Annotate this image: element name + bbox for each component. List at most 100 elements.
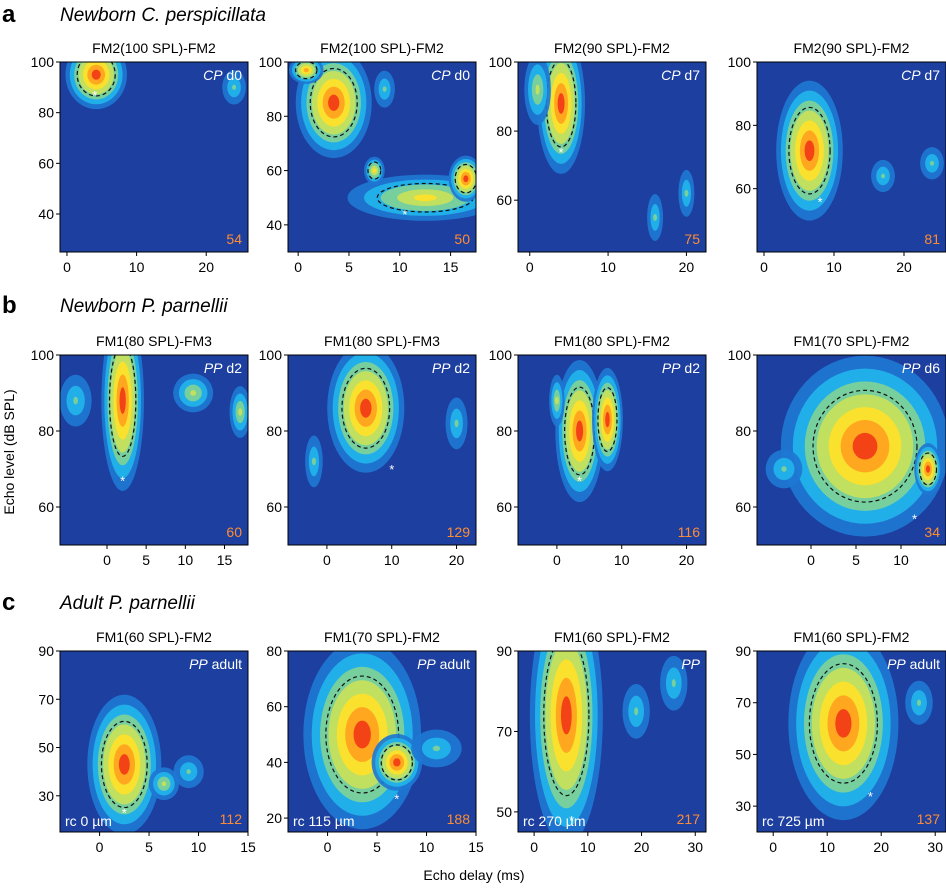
- heatmap-level-7: [576, 420, 584, 442]
- heatmap-level-3: [671, 679, 676, 688]
- x-tick-label: 5: [345, 259, 353, 275]
- x-tick-label: 15: [443, 259, 459, 275]
- x-tick-label: 10: [893, 552, 909, 568]
- heatmap: [305, 355, 468, 488]
- x-tick-label: 15: [217, 552, 233, 568]
- species-tag-age-value: adult: [910, 656, 940, 672]
- x-tick-label: 10: [826, 259, 842, 275]
- y-tick-label: 100: [489, 54, 513, 70]
- species-tag-name: CP: [431, 67, 451, 83]
- species-tag: PP: [681, 656, 700, 672]
- panel-title: FM2(90 SPL)-FM2: [794, 40, 910, 56]
- panel-5: FM1(80 SPL)-FM3 0 5 10 15 60 80 100 PP d2 60 *: [31, 333, 249, 568]
- y-tick-label: 20: [266, 810, 282, 826]
- y-tick-label: 70: [38, 691, 54, 707]
- y-tick-label: 80: [496, 423, 512, 439]
- x-tick-label: 20: [679, 259, 695, 275]
- x-tick-label: 0: [103, 552, 111, 568]
- contour-line: [812, 389, 918, 503]
- y-tick-label: 80: [735, 423, 751, 439]
- best-delay-marker: *: [559, 145, 564, 160]
- heatmap: [303, 651, 462, 830]
- panel-11: FM1(60 SPL)-FM2 0 10 20 30 50 70 90 PP 217 rc 270 …: [496, 629, 707, 855]
- heatmap-level-7: [557, 93, 565, 114]
- best-delay-marker: *: [912, 511, 917, 526]
- contour-line: [543, 651, 590, 797]
- x-tick-label: 10: [419, 839, 435, 855]
- species-tag-age-value: d2: [226, 360, 242, 376]
- y-tick-label: 90: [38, 643, 54, 659]
- x-tick-label: 20: [198, 259, 214, 275]
- heatmap-level-3: [311, 457, 316, 466]
- best-delay-marker: *: [577, 473, 582, 488]
- species-tag-name: CP: [901, 67, 921, 83]
- species-tag: PP d2: [204, 360, 242, 376]
- x-tick-label: 15: [468, 839, 484, 855]
- heatmap: [765, 355, 946, 537]
- contour-line: [454, 163, 476, 194]
- contour-line: [597, 387, 618, 453]
- x-tick-label: 20: [679, 552, 695, 568]
- panel-title: FM2(90 SPL)-FM2: [554, 40, 670, 56]
- panel-8: FM1(70 SPL)-FM2 0 5 10 60 80 100 PP d6 34 *: [728, 333, 946, 568]
- x-tick-label: 10: [819, 839, 835, 855]
- panel-1: FM2(100 SPL)-FM2 0 10 20 40 60 80 100 CP d0 54 *: [31, 40, 249, 275]
- species-tag: PP d2: [662, 360, 700, 376]
- panel-2: FM2(100 SPL)-FM2 0 5 10 15 40 60 80 100 CP d0 50 *: [259, 40, 477, 275]
- species-tag: CP d7: [661, 67, 700, 83]
- y-tick-label: 80: [735, 117, 751, 133]
- y-tick-label: 80: [266, 423, 282, 439]
- heatmap-level-3: [930, 160, 934, 166]
- heatmap-level-3: [454, 419, 459, 428]
- spike-count: 34: [924, 524, 940, 540]
- x-tick-label: 0: [324, 839, 332, 855]
- species-tag-name: CP: [203, 67, 223, 83]
- recording-depth: rc 0 µm: [65, 813, 112, 829]
- x-tick-label: 0: [530, 839, 538, 855]
- y-tick-label: 80: [496, 123, 512, 139]
- x-tick-label: 5: [142, 552, 150, 568]
- heatmap-level-7: [393, 758, 401, 767]
- best-delay-marker: *: [92, 88, 97, 103]
- spike-count: 188: [447, 811, 471, 827]
- y-tick-label: 60: [266, 699, 282, 715]
- heatmap: [65, 62, 246, 110]
- y-tick-label: 40: [266, 754, 282, 770]
- x-tick-label: 10: [614, 552, 630, 568]
- y-tick-label: 40: [266, 217, 282, 233]
- contour-line: [341, 367, 391, 449]
- best-delay-marker: *: [122, 806, 127, 821]
- panel-10: FM1(70 SPL)-FM2 0 5 10 15 20 40 60 80 PP adult 188…: [266, 629, 484, 855]
- y-tick-label: 60: [735, 181, 751, 197]
- y-tick-label: 60: [496, 499, 512, 515]
- panel-title: FM1(80 SPL)-FM2: [554, 333, 670, 349]
- panel-12: FM1(60 SPL)-FM2 0 10 20 30 30 50 70 90 PP adult 13…: [735, 629, 946, 855]
- spike-count: 50: [454, 231, 470, 247]
- species-tag-age-value: adult: [212, 656, 242, 672]
- panel-frame: [287, 650, 477, 833]
- heatmap: [549, 359, 623, 503]
- heatmap-level-7: [360, 398, 372, 418]
- best-delay-marker: *: [817, 194, 822, 209]
- spike-count: 60: [226, 524, 242, 540]
- x-tick-label: 20: [896, 259, 912, 275]
- x-tick-label: 0: [526, 259, 534, 275]
- heatmap-level-3: [73, 396, 79, 405]
- y-tick-label: 60: [735, 499, 751, 515]
- contour-line: [100, 720, 148, 809]
- heatmap-level-3: [684, 189, 689, 197]
- y-tick-label: 100: [259, 54, 283, 70]
- y-tick-label: 100: [259, 347, 283, 363]
- heatmap-level-7: [118, 754, 130, 775]
- y-tick-label: 30: [735, 798, 751, 814]
- species-tag-name: PP: [189, 656, 208, 672]
- panel-7: FM1(80 SPL)-FM2 0 10 20 60 80 100 PP d2 116 *: [489, 333, 707, 568]
- y-tick-label: 60: [496, 192, 512, 208]
- species-tag-age-value: adult: [440, 656, 470, 672]
- x-tick-label: 0: [807, 552, 815, 568]
- panel-background: [60, 355, 248, 545]
- species-tag-age-value: d6: [924, 360, 940, 376]
- species-tag-name: PP: [417, 656, 436, 672]
- heatmap: [776, 80, 944, 221]
- panel-title: FM1(70 SPL)-FM2: [324, 629, 440, 645]
